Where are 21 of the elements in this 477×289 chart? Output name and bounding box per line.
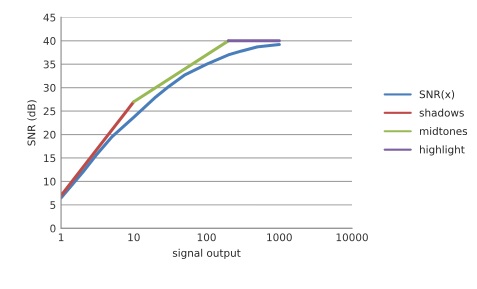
- x-tick-label: 10000: [336, 233, 368, 242]
- y-tick-label: 35: [44, 60, 56, 68]
- y-tick-label: 30: [44, 84, 56, 92]
- y-tick-label: 25: [44, 107, 56, 116]
- x-tick-label: 10: [128, 233, 140, 242]
- y-tick-label: 0: [50, 224, 56, 232]
- y-tick-label: 10: [44, 178, 56, 186]
- y-tick-label: 5: [50, 201, 56, 209]
- x-tick-label: 100: [198, 233, 216, 242]
- x-tick-label: 1000: [267, 233, 292, 242]
- y-tick-label: 15: [44, 154, 56, 162]
- x-axis-title: signal output: [172, 248, 241, 259]
- legend-label: shadows: [420, 108, 464, 117]
- y-tick-label: 20: [44, 130, 56, 139]
- y-tick-label: 45: [43, 14, 56, 22]
- x-tick-label: 1: [58, 233, 64, 242]
- legend-label: highlight: [420, 145, 465, 156]
- y-axis-title: SNR (dB): [27, 100, 37, 146]
- y-tick-label: 40: [43, 37, 56, 45]
- legend-label: SNR(x): [420, 90, 454, 100]
- legend-label: midtones: [420, 126, 468, 136]
